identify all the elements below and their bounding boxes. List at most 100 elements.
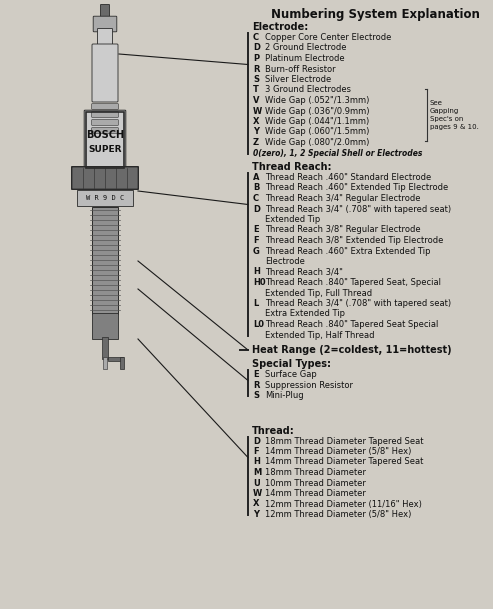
- Text: Extended Tip, Half Thread: Extended Tip, Half Thread: [265, 331, 375, 339]
- Text: L0: L0: [253, 320, 264, 329]
- Text: R: R: [253, 381, 259, 390]
- Text: Wide Gap (.036"/0.9mm): Wide Gap (.036"/0.9mm): [265, 107, 369, 116]
- Text: W R 9 D C: W R 9 D C: [86, 195, 124, 201]
- Bar: [92, 313, 118, 339]
- FancyBboxPatch shape: [92, 120, 118, 125]
- Text: 12mm Thread Diameter (5/8" Hex): 12mm Thread Diameter (5/8" Hex): [265, 510, 411, 519]
- Bar: [86, 112, 124, 168]
- Text: 12mm Thread Diameter (11/16" Hex): 12mm Thread Diameter (11/16" Hex): [265, 499, 422, 509]
- Text: Thread:: Thread:: [252, 426, 295, 435]
- Text: Thread Reach .840" Tapered Seat, Special: Thread Reach .840" Tapered Seat, Special: [265, 278, 441, 287]
- Text: S: S: [253, 391, 259, 400]
- Text: Thread Reach .460" Extra Extended Tip: Thread Reach .460" Extra Extended Tip: [265, 247, 430, 256]
- Text: Mini-Plug: Mini-Plug: [265, 391, 304, 400]
- Text: Electrode: Electrode: [265, 257, 305, 266]
- Bar: [92, 207, 118, 314]
- Text: 3 Ground Electrodes: 3 Ground Electrodes: [265, 85, 351, 94]
- Text: Wide Gap (.044"/1.1mm): Wide Gap (.044"/1.1mm): [265, 117, 369, 126]
- FancyBboxPatch shape: [98, 29, 112, 48]
- Text: 18mm Thread Diameter Tapered Seat: 18mm Thread Diameter Tapered Seat: [265, 437, 423, 446]
- Text: X: X: [253, 117, 259, 126]
- FancyBboxPatch shape: [71, 167, 139, 189]
- FancyBboxPatch shape: [92, 111, 118, 118]
- Text: 10mm Thread Diameter: 10mm Thread Diameter: [265, 479, 366, 487]
- Text: 14mm Thread Diameter: 14mm Thread Diameter: [265, 489, 366, 498]
- Text: B: B: [253, 183, 259, 192]
- FancyBboxPatch shape: [93, 16, 117, 32]
- Text: Thread Reach 3/4" (.708" with tapered seat): Thread Reach 3/4" (.708" with tapered se…: [265, 205, 451, 214]
- Text: Silver Electrode: Silver Electrode: [265, 75, 331, 84]
- Text: E: E: [253, 370, 259, 379]
- FancyBboxPatch shape: [92, 44, 118, 102]
- Text: See: See: [430, 100, 443, 106]
- Text: Heat Range (2=coldest, 11=hottest): Heat Range (2=coldest, 11=hottest): [252, 345, 452, 355]
- Bar: [120, 357, 124, 369]
- Text: H0: H0: [253, 278, 266, 287]
- Text: 18mm Thread Diameter: 18mm Thread Diameter: [265, 468, 366, 477]
- Text: F: F: [253, 236, 259, 245]
- Text: pages 9 & 10.: pages 9 & 10.: [430, 124, 479, 130]
- FancyBboxPatch shape: [92, 128, 118, 133]
- Text: Z: Z: [253, 138, 259, 147]
- Text: Y: Y: [253, 127, 259, 136]
- Text: Extended Tip, Full Thread: Extended Tip, Full Thread: [265, 289, 372, 298]
- Text: M: M: [253, 468, 261, 477]
- Text: Thread Reach:: Thread Reach:: [252, 162, 331, 172]
- Text: Suppression Resistor: Suppression Resistor: [265, 381, 353, 390]
- Text: Special Types:: Special Types:: [252, 359, 331, 369]
- Text: Wide Gap (.060"/1.5mm): Wide Gap (.060"/1.5mm): [265, 127, 369, 136]
- Text: W: W: [253, 107, 262, 116]
- Text: R: R: [253, 65, 259, 74]
- Text: Gapping: Gapping: [430, 108, 459, 114]
- Bar: [103, 357, 107, 369]
- Text: C: C: [253, 33, 259, 42]
- Text: E: E: [253, 225, 259, 234]
- Bar: [77, 190, 133, 206]
- Text: Thread Reach .460" Extended Tip Electrode: Thread Reach .460" Extended Tip Electrod…: [265, 183, 448, 192]
- Text: Spec's on: Spec's on: [430, 116, 463, 122]
- Text: D: D: [253, 205, 260, 214]
- Text: Platinum Electrode: Platinum Electrode: [265, 54, 345, 63]
- Text: Thread Reach 3/8" Regular Electrode: Thread Reach 3/8" Regular Electrode: [265, 225, 421, 234]
- Text: G: G: [253, 247, 260, 256]
- Text: Extended Tip: Extended Tip: [265, 215, 320, 224]
- Text: Numbering System Explanation: Numbering System Explanation: [271, 8, 479, 21]
- Text: H: H: [253, 267, 260, 276]
- Text: Copper Core Center Electrode: Copper Core Center Electrode: [265, 33, 391, 42]
- Text: 14mm Thread Diameter (5/8" Hex): 14mm Thread Diameter (5/8" Hex): [265, 447, 411, 456]
- Text: 14mm Thread Diameter Tapered Seat: 14mm Thread Diameter Tapered Seat: [265, 457, 423, 466]
- Text: Wide Gap (.052"/1.3mm): Wide Gap (.052"/1.3mm): [265, 96, 369, 105]
- Text: Extra Extended Tip: Extra Extended Tip: [265, 309, 345, 319]
- Text: 0(zero), 1, 2 Special Shell or Electrodes: 0(zero), 1, 2 Special Shell or Electrode…: [253, 149, 423, 158]
- Text: Wide Gap (.080"/2.0mm): Wide Gap (.080"/2.0mm): [265, 138, 369, 147]
- Text: H: H: [253, 457, 260, 466]
- Text: BOSCH: BOSCH: [86, 130, 124, 140]
- Text: C: C: [253, 194, 259, 203]
- Text: 2 Ground Electrode: 2 Ground Electrode: [265, 43, 347, 52]
- Text: Thread Reach 3/4": Thread Reach 3/4": [265, 267, 343, 276]
- Text: Thread Reach 3/8" Extended Tip Electrode: Thread Reach 3/8" Extended Tip Electrode: [265, 236, 443, 245]
- Text: V: V: [253, 96, 259, 105]
- Text: Thread Reach 3/4" Regular Electrode: Thread Reach 3/4" Regular Electrode: [265, 194, 421, 203]
- Text: Thread Reach .840" Tapered Seat Special: Thread Reach .840" Tapered Seat Special: [265, 320, 438, 329]
- Text: Burn-off Resistor: Burn-off Resistor: [265, 65, 336, 74]
- Text: D: D: [253, 437, 260, 446]
- Text: D: D: [253, 43, 260, 52]
- Text: W: W: [253, 489, 262, 498]
- FancyBboxPatch shape: [84, 110, 126, 170]
- Text: Thread Reach 3/4" (.708" with tapered seat): Thread Reach 3/4" (.708" with tapered se…: [265, 299, 451, 308]
- Text: L: L: [253, 299, 258, 308]
- Text: X: X: [253, 499, 259, 509]
- Text: P: P: [253, 54, 259, 63]
- Text: S: S: [253, 75, 259, 84]
- Bar: [102, 337, 108, 359]
- FancyBboxPatch shape: [92, 104, 118, 109]
- FancyBboxPatch shape: [101, 4, 109, 19]
- Bar: [108, 357, 123, 361]
- Text: Electrode:: Electrode:: [252, 22, 308, 32]
- Text: Surface Gap: Surface Gap: [265, 370, 317, 379]
- Text: U: U: [253, 479, 260, 487]
- Text: Thread Reach .460" Standard Electrode: Thread Reach .460" Standard Electrode: [265, 173, 431, 182]
- Text: T: T: [253, 85, 259, 94]
- Text: SUPER: SUPER: [88, 144, 122, 153]
